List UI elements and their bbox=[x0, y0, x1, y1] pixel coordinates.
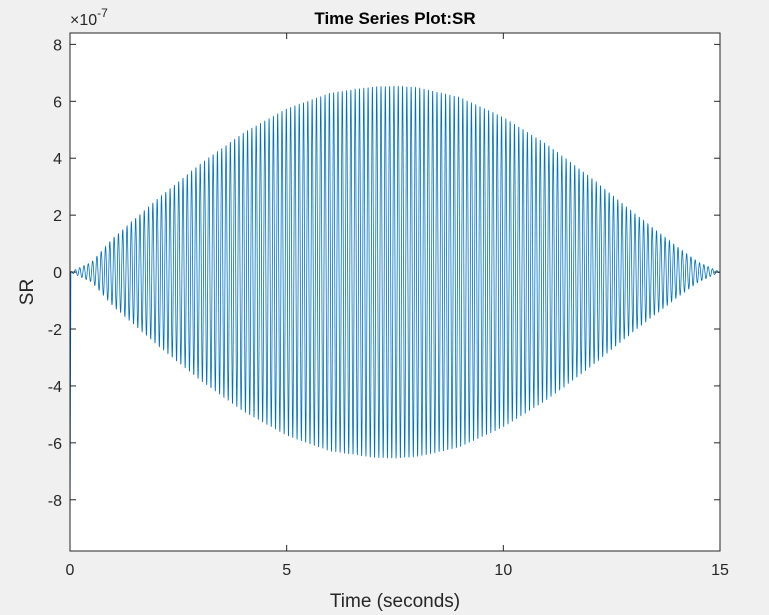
x-tick-label: 5 bbox=[282, 562, 291, 579]
y-axis-label: SR bbox=[17, 279, 38, 305]
y-tick-label: -2 bbox=[48, 322, 62, 339]
series-line bbox=[69, 85, 720, 552]
y-tick-label: 0 bbox=[53, 265, 62, 282]
x-axis: 0 5 10 15 bbox=[66, 33, 729, 579]
y-scale-base: ×10 bbox=[70, 12, 97, 29]
y-tick-label: -8 bbox=[48, 493, 62, 510]
axes-box bbox=[69, 32, 721, 552]
y-tick-label: 6 bbox=[53, 94, 62, 111]
y-tick-label: -6 bbox=[48, 436, 62, 453]
x-tick-label: 10 bbox=[494, 562, 512, 579]
chart-title: Time Series Plot:SR bbox=[314, 9, 475, 28]
y-axis: 8 6 4 2 0 -2 -4 -6 -8 bbox=[48, 37, 720, 510]
y-scale-power: -7 bbox=[97, 6, 108, 20]
y-scale-exponent: ×10-7 bbox=[70, 6, 108, 29]
y-tick-label: 4 bbox=[53, 151, 62, 168]
y-tick-label: -4 bbox=[48, 379, 62, 396]
series-layer bbox=[69, 85, 720, 552]
y-tick-label: 8 bbox=[53, 37, 62, 54]
x-axis-label: Time (seconds) bbox=[330, 591, 460, 612]
y-tick-label: 2 bbox=[53, 208, 62, 225]
x-tick-label: 15 bbox=[711, 562, 729, 579]
x-tick-label: 0 bbox=[66, 562, 75, 579]
